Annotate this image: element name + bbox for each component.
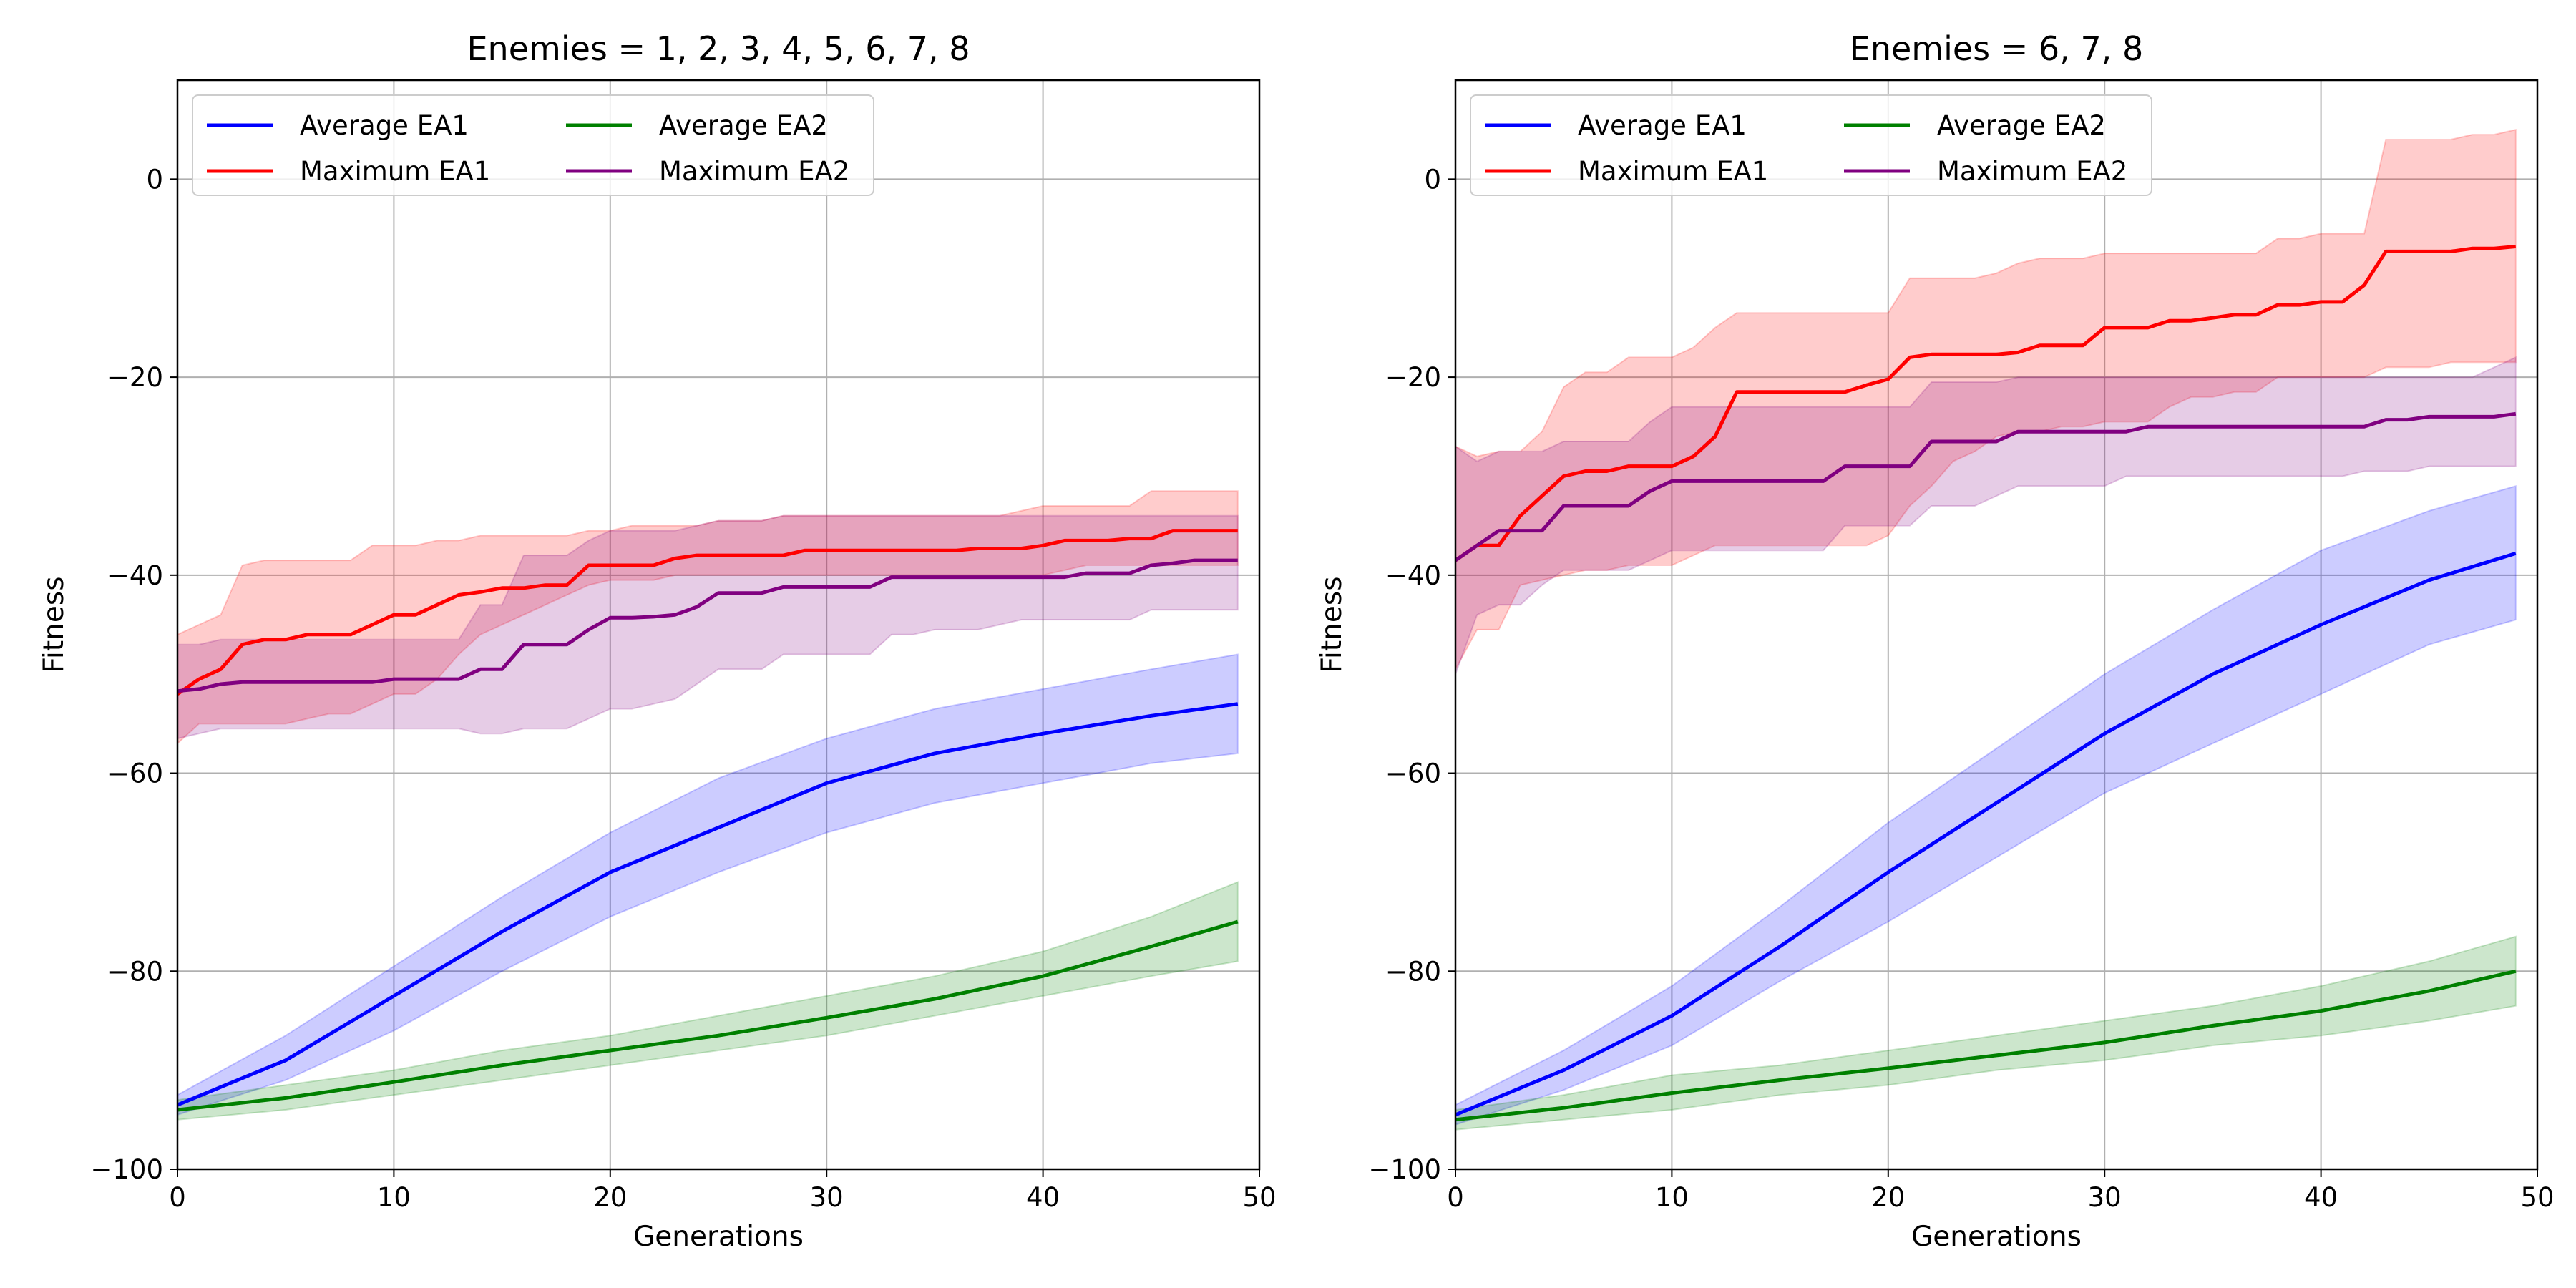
y-tick-label: −20 (1385, 362, 1441, 393)
legend-label-average-ea2: Average EA2 (1937, 110, 2106, 141)
y-tick-label: −80 (1385, 956, 1441, 987)
y-tick-label: −100 (90, 1154, 163, 1185)
legend-label-maximum-ea1: Maximum EA1 (1578, 156, 1768, 187)
y-tick-label: −60 (107, 758, 163, 789)
series-line-average-ea1 (1455, 552, 2517, 1117)
y-tick-label: −60 (1385, 758, 1441, 789)
chart-title: Enemies = 1, 2, 3, 4, 5, 6, 7, 8 (467, 29, 970, 68)
x-tick-label: 30 (810, 1182, 844, 1213)
chart-title: Enemies = 6, 7, 8 (1850, 29, 2143, 68)
x-tick-label: 40 (1026, 1182, 1060, 1213)
chart-panel-1: 0 10 20 30 40 50 −100 −80 −60 −40 −20 0 Generations F… (38, 29, 1277, 1253)
legend-label-average-ea1: Average EA1 (300, 110, 469, 141)
legend-label-maximum-ea2: Maximum EA2 (1937, 156, 2127, 187)
x-tick-label: 50 (1242, 1182, 1276, 1213)
y-tick-label: −40 (1385, 560, 1441, 591)
legend: Average EA1 Maximum EA1 Average EA2 Maximum… (192, 94, 874, 196)
x-tick-label: 50 (2520, 1182, 2554, 1213)
series-line-maximum-ea2 (177, 558, 1238, 693)
series-line-average-ea1 (177, 702, 1239, 1107)
band-average-ea1 (177, 653, 1239, 1116)
x-axis-label: Generations (1911, 1221, 2082, 1253)
x-tick-label: 0 (1447, 1182, 1464, 1213)
legend-label-average-ea1: Average EA1 (1578, 110, 1747, 141)
band-maximum-ea2 (1455, 356, 2517, 675)
legend: Average EA1 Maximum EA1 Average EA2 Maximum… (1470, 94, 2152, 196)
x-tick-label: 40 (2304, 1182, 2338, 1213)
legend-label-average-ea2: Average EA2 (659, 110, 828, 141)
axes-frame (1454, 79, 2539, 1171)
y-tick-label: 0 (146, 164, 163, 195)
x-tick-label: 20 (1871, 1182, 1905, 1213)
legend-box (192, 94, 874, 196)
x-tick-label: 30 (2088, 1182, 2122, 1213)
y-tick-label: −80 (107, 956, 163, 987)
x-tick-label: 10 (1655, 1182, 1689, 1213)
y-tick-label: −40 (107, 560, 163, 591)
plot-area (1455, 80, 2537, 1169)
y-tick-label: −100 (1368, 1154, 1441, 1185)
series-line-average-ea2 (1455, 969, 2517, 1122)
y-axis-label: Fitness (38, 576, 70, 673)
x-tick-label: 20 (593, 1182, 627, 1213)
series-line-maximum-ea2 (1455, 411, 2517, 562)
plot-content (177, 490, 1239, 1121)
band-maximum-ea1 (1455, 128, 2517, 670)
y-tick-label: 0 (1424, 164, 1441, 195)
x-tick-label: 0 (169, 1182, 186, 1213)
band-average-ea2 (1455, 935, 2517, 1131)
plot-area (177, 80, 1259, 1169)
band-maximum-ea1 (177, 490, 1239, 745)
legend-box (1470, 94, 2152, 196)
x-tick-label: 10 (377, 1182, 411, 1213)
series-line-average-ea2 (177, 919, 1239, 1112)
legend-label-maximum-ea2: Maximum EA2 (659, 156, 849, 187)
series-line-maximum-ea1 (1455, 245, 2517, 562)
band-average-ea2 (177, 881, 1239, 1121)
chart-panel-2: 0 10 20 30 40 50 −100 −80 −60 −40 −20 0 Generations F… (1316, 29, 2555, 1253)
plot-content (1455, 128, 2517, 1131)
y-axis-label: Fitness (1316, 576, 1348, 673)
x-axis-label: Generations (633, 1221, 804, 1253)
axes-frame (176, 79, 1261, 1171)
band-maximum-ea2 (177, 514, 1239, 740)
y-tick-label: −20 (107, 362, 163, 393)
series-line-maximum-ea1 (177, 529, 1238, 696)
legend-label-maximum-ea1: Maximum EA1 (300, 156, 490, 187)
band-average-ea1 (1455, 484, 2517, 1126)
